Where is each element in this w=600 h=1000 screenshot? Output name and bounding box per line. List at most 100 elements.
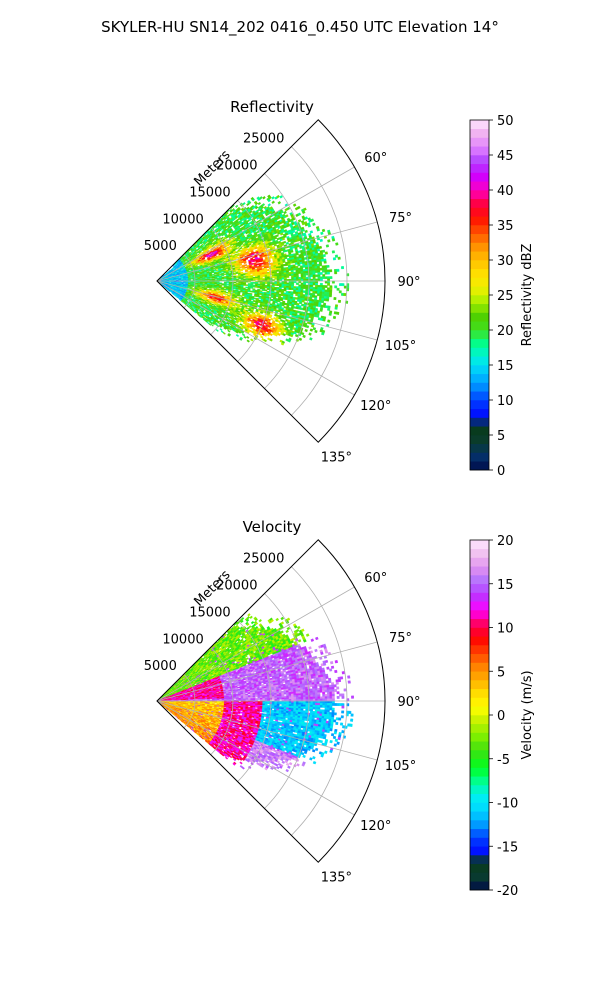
radar-gate	[218, 287, 222, 289]
radar-gate	[302, 286, 306, 290]
radar-gate	[225, 267, 229, 270]
radar-gate	[292, 268, 297, 271]
radar-gate	[297, 263, 301, 267]
radar-gate	[305, 272, 309, 276]
radar-gate	[178, 278, 182, 280]
radar-gate	[254, 266, 258, 269]
radar-gate	[309, 337, 313, 341]
radar-gate	[260, 277, 263, 280]
radar-gate	[207, 279, 210, 281]
radar-gate	[322, 287, 326, 291]
radar-gate	[303, 276, 307, 280]
radar-gate	[314, 286, 318, 290]
radar-gate	[310, 282, 314, 286]
radar-gate	[317, 274, 321, 278]
radar-gate	[258, 296, 262, 300]
radar-gate	[324, 271, 328, 275]
radar-gate	[325, 244, 330, 248]
radar-gate	[334, 285, 338, 289]
radar-gate	[319, 285, 323, 288]
radar-gate	[259, 287, 263, 290]
radar-gate	[317, 272, 321, 275]
radar-gate	[215, 269, 219, 272]
radar-gate	[286, 287, 290, 290]
radar-gate	[233, 273, 237, 276]
radar-gate	[340, 292, 345, 296]
radar-gate	[300, 273, 304, 276]
radar-gate	[322, 276, 326, 279]
radar-gate	[223, 273, 227, 276]
radar-gate	[314, 270, 318, 273]
radar-gate	[297, 269, 301, 272]
radar-gate	[188, 281, 191, 283]
radar-gate	[194, 283, 198, 285]
radar-gate	[320, 300, 325, 304]
radar-gate	[209, 286, 213, 289]
radar-gate	[226, 281, 230, 284]
radar-gate	[312, 272, 316, 276]
radar-gate	[293, 275, 297, 278]
radar-gate	[221, 284, 225, 286]
radar-gate	[312, 270, 316, 274]
radar-gate	[206, 286, 210, 289]
radar-gate	[281, 285, 285, 288]
radar-gate	[288, 287, 292, 291]
radar-gate	[247, 290, 251, 293]
radar-gate	[180, 277, 184, 280]
radar-gate	[211, 276, 215, 279]
radar-gate	[312, 274, 316, 278]
radar-gate	[343, 292, 347, 297]
radar-gate	[257, 286, 261, 288]
radar-gate	[199, 285, 203, 287]
radar-gate	[214, 283, 218, 285]
radar-gate	[295, 275, 299, 278]
radar-gate	[283, 210, 287, 215]
radar-gate	[327, 276, 331, 280]
radar-gate	[285, 214, 289, 218]
radar-gate	[286, 275, 290, 278]
radar-gate	[318, 245, 323, 249]
radar-gate	[320, 258, 325, 262]
radar-gate	[178, 279, 182, 281]
radar-gate	[209, 277, 213, 279]
radar-gate	[292, 260, 296, 264]
radar-gate	[314, 289, 318, 292]
radar-gate	[341, 283, 345, 287]
radar-gate	[295, 293, 299, 297]
radar-gate	[317, 287, 321, 290]
radar-gate	[281, 303, 285, 307]
radar-gate	[337, 256, 341, 260]
radar-gate	[187, 283, 191, 285]
radar-gate	[277, 299, 281, 303]
panel-title: Reflectivity	[230, 98, 314, 116]
radar-gate	[235, 204, 239, 208]
radar-gate	[317, 284, 321, 288]
radar-gate	[243, 261, 247, 264]
radar-gate	[315, 274, 318, 278]
radar-gate	[319, 272, 323, 275]
radar-gate	[328, 294, 332, 298]
radar-gate	[190, 276, 194, 278]
radar-gate	[196, 287, 200, 289]
radar-gate	[293, 271, 297, 275]
radar-gate	[293, 286, 297, 289]
radar-gate	[223, 286, 227, 289]
radar-gate	[319, 263, 323, 267]
radar-gate	[285, 241, 289, 245]
radar-gate	[267, 198, 271, 203]
radar-gate	[270, 317, 274, 321]
radar-gate	[218, 273, 222, 276]
radar-gate	[244, 270, 248, 272]
radar-gate	[300, 332, 305, 336]
radar-gate	[247, 268, 251, 271]
radar-gate	[319, 238, 323, 243]
radar-gate	[262, 282, 266, 284]
radar-gate	[276, 283, 280, 287]
radar-gate	[197, 282, 201, 285]
radar-gate	[250, 286, 254, 289]
reflectivity-panel: Reflectivity500010000150002000025000Mete…	[144, 98, 535, 479]
radar-gate	[282, 297, 286, 300]
radar-gate	[322, 274, 326, 277]
radar-gate	[340, 266, 345, 270]
radar-gate	[266, 266, 270, 269]
